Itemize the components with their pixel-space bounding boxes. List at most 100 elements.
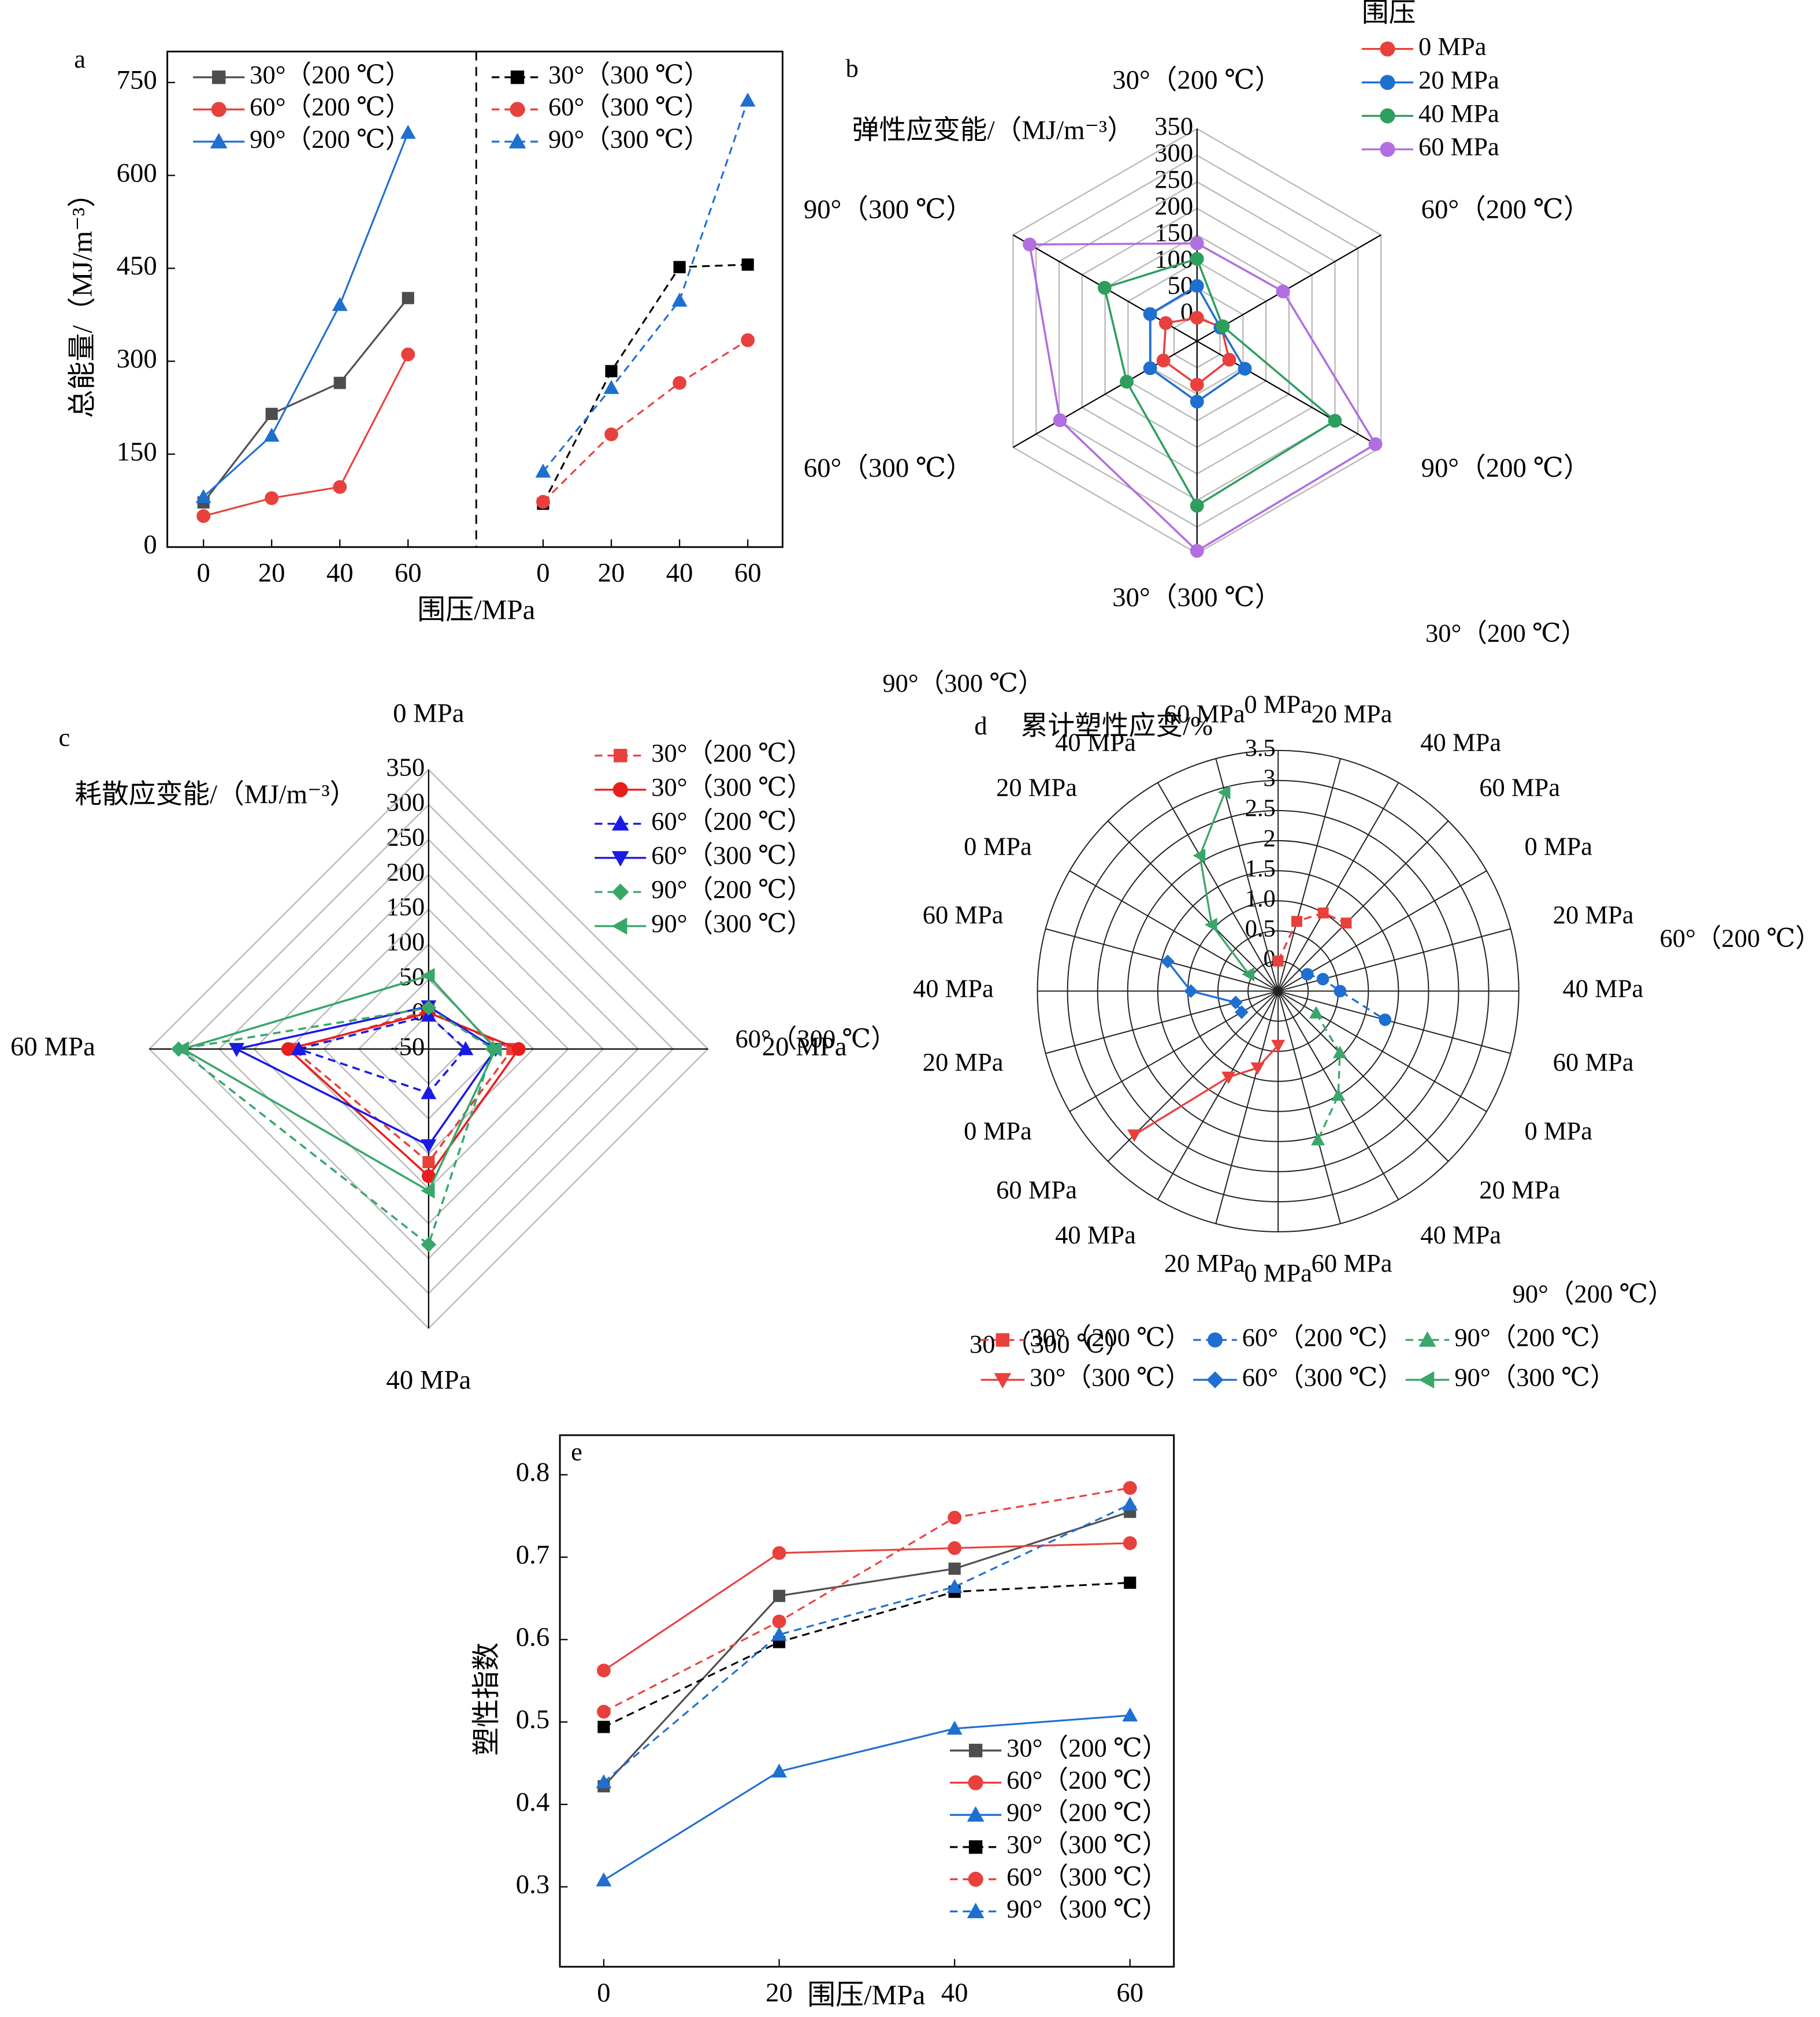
- marker: [1250, 1062, 1265, 1075]
- series-line: [542, 263, 748, 504]
- y-axis-title: 总能量/（MJ/m⁻³）: [66, 179, 98, 418]
- spoke: [1107, 820, 1279, 992]
- marker: [1272, 955, 1284, 967]
- marker: [1190, 395, 1204, 409]
- series-line: [176, 1006, 495, 1247]
- group-label: 90°（300 ℃）: [882, 668, 1043, 697]
- x-tick-label: 0: [597, 1978, 610, 2008]
- legend-label: 90°（300 ℃）: [1454, 1362, 1615, 1391]
- category-label: 40 MPa: [1420, 1220, 1501, 1249]
- category-label: 20 MPa: [923, 1047, 1004, 1076]
- marker: [597, 1663, 611, 1678]
- legend-label: 90°（200 ℃）: [651, 875, 812, 904]
- legend-label: 60°（200 ℃）: [1006, 1766, 1168, 1795]
- plot-frame: [559, 1434, 1175, 1968]
- marker: [1190, 377, 1204, 392]
- group-label: 90°（200 ℃）: [1513, 1279, 1674, 1308]
- marker: [967, 1806, 985, 1822]
- marker: [1334, 985, 1347, 998]
- legend-label: 60°（300 ℃）: [651, 841, 812, 870]
- chart-label: e: [571, 1437, 582, 1466]
- x-axis-title: 围压/MPa: [417, 594, 535, 626]
- marker: [400, 124, 416, 139]
- marker: [1123, 1536, 1137, 1550]
- marker: [1316, 972, 1329, 986]
- legend-label: 60 MPa: [1418, 132, 1499, 161]
- r-tick-label: 50: [399, 962, 425, 991]
- y-tick-label: 0.6: [516, 1622, 549, 1652]
- marker: [1143, 361, 1157, 376]
- marker: [741, 333, 755, 347]
- group-label: 60°（200 ℃）: [1660, 924, 1820, 953]
- x-axis-title: 围压/MPa: [807, 1979, 925, 2011]
- marker: [265, 407, 278, 420]
- legend-label: 30°（200 ℃）: [1006, 1733, 1168, 1762]
- category-label: 40 MPa: [1055, 1220, 1136, 1249]
- marker: [948, 1510, 962, 1525]
- spoke: [1277, 991, 1341, 1224]
- y-tick-label: 0.4: [516, 1787, 549, 1817]
- r-tick-label: 250: [1154, 165, 1193, 194]
- axis-label: 60°（200 ℃）: [1421, 194, 1591, 224]
- chart-title: 累计塑性应变/%: [1021, 711, 1213, 741]
- marker: [1309, 1006, 1324, 1019]
- category-label: 60 MPa: [923, 900, 1004, 929]
- spoke: [1277, 990, 1449, 1162]
- legend-label: 60°（200 ℃）: [1242, 1323, 1403, 1351]
- marker: [196, 509, 211, 523]
- x-tick-label: 60: [395, 558, 422, 588]
- x-tick-label: 0: [196, 558, 210, 588]
- series-line: [1315, 1012, 1341, 1141]
- marker: [1143, 307, 1157, 321]
- spoke: [1215, 758, 1279, 991]
- spoke: [1277, 820, 1449, 992]
- marker: [611, 918, 627, 935]
- legend-title: 围压: [1362, 0, 1416, 28]
- group-label: 60°（300 ℃）: [735, 1024, 896, 1053]
- axis-label: 90°（300 ℃）: [804, 194, 973, 224]
- marker: [265, 491, 279, 506]
- marker: [1161, 954, 1175, 969]
- legend-label: 90°（300 ℃）: [651, 909, 812, 938]
- marker: [740, 92, 756, 107]
- marker: [511, 1042, 526, 1056]
- marker: [1317, 907, 1329, 919]
- axis-label: 30°（300 ℃）: [1112, 582, 1282, 612]
- marker: [1368, 437, 1383, 451]
- r-tick-label: 1.0: [1245, 885, 1276, 912]
- x-tick-label: 60: [734, 558, 762, 588]
- marker: [1301, 968, 1314, 981]
- marker: [1122, 1496, 1138, 1511]
- marker: [401, 347, 415, 362]
- marker: [402, 292, 414, 304]
- spoke: [1069, 990, 1279, 1112]
- r-tick-label: 0: [1180, 298, 1193, 326]
- category-label: 20 MPa: [1479, 1175, 1560, 1204]
- r-tick-label: 150: [1154, 218, 1193, 247]
- legend-label: 90°（200 ℃）: [1454, 1323, 1615, 1351]
- marker: [421, 1139, 437, 1154]
- marker: [510, 102, 525, 117]
- category-label: 60 MPa: [1164, 699, 1245, 728]
- category-label: 40 MPa: [1420, 727, 1501, 756]
- marker: [948, 1562, 961, 1575]
- legend-label: 30°（300 ℃）: [548, 60, 710, 89]
- marker: [968, 1775, 983, 1791]
- x-tick-label: 20: [766, 1978, 793, 2008]
- series-line: [1277, 912, 1347, 962]
- marker: [1380, 41, 1395, 57]
- marker: [1190, 544, 1204, 558]
- marker: [967, 1903, 985, 1918]
- marker: [263, 428, 280, 442]
- marker: [510, 70, 525, 84]
- r-tick-label: 100: [386, 927, 425, 956]
- marker: [1217, 785, 1231, 800]
- marker: [1379, 1013, 1392, 1026]
- marker: [1127, 1129, 1142, 1142]
- r-tick-label: 250: [386, 822, 425, 851]
- series-line: [603, 1503, 1131, 1783]
- category-label: 60 MPa: [1312, 1249, 1392, 1277]
- marker: [596, 1774, 612, 1789]
